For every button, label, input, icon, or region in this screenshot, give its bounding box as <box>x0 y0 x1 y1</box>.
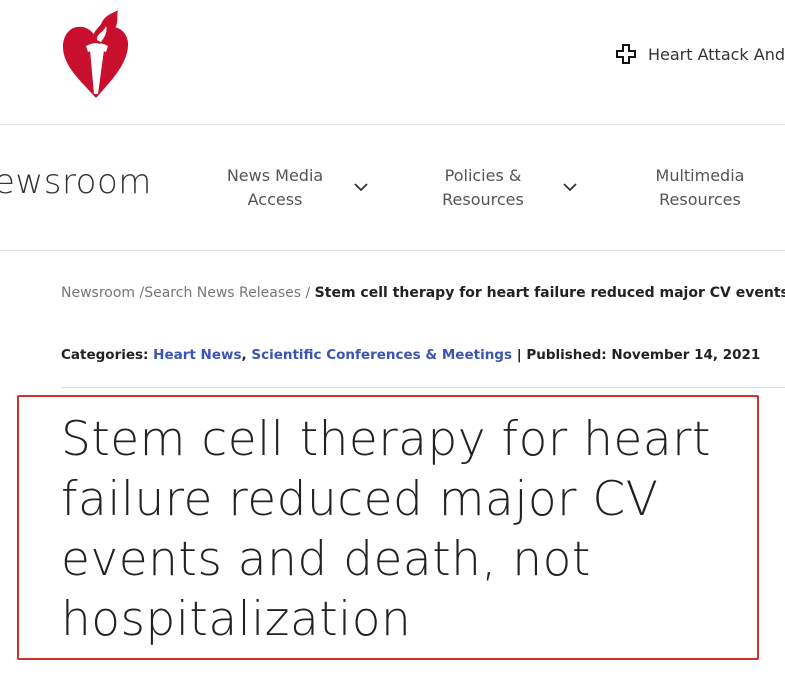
category-heart-news[interactable]: Heart News <box>153 347 242 363</box>
main-nav <box>0 125 785 251</box>
chevron-down-icon[interactable] <box>354 182 368 192</box>
chevron-down-icon[interactable] <box>563 182 577 192</box>
article-title: Stem cell therapy for heart failure redu… <box>61 412 711 647</box>
breadcrumb-separator: / <box>305 285 311 301</box>
plus-outline-icon <box>616 44 636 64</box>
aha-logo[interactable] <box>60 10 132 104</box>
top-bar: Heart Attack And <box>0 0 785 125</box>
divider <box>61 387 785 388</box>
nav-label: Resources <box>442 190 524 209</box>
nav-label: Multimedia <box>655 166 745 185</box>
article-meta: Categories: Heart News, Scientific Confe… <box>61 347 761 363</box>
newsroom-brand[interactable]: ewsroom <box>0 162 152 202</box>
published-label: | Published: <box>516 347 607 363</box>
nav-policies-resources[interactable]: Policies & Resources <box>430 164 536 212</box>
category-scientific-conferences[interactable]: Scientific Conferences & Meetings <box>251 347 513 363</box>
heart-attack-link[interactable]: Heart Attack And <box>616 44 785 64</box>
nav-multimedia-resources[interactable]: Multimedia Resources <box>646 164 754 212</box>
nav-label: Policies & <box>444 166 522 185</box>
published-date: November 14, 2021 <box>611 347 761 363</box>
breadcrumb-newsroom[interactable]: Newsroom <box>61 285 136 301</box>
nav-label: Access <box>247 190 303 209</box>
breadcrumb-current: Stem cell therapy for heart failure redu… <box>314 285 785 301</box>
categories-label: Categories: <box>61 347 149 363</box>
breadcrumb-search-news[interactable]: Search News Releases <box>144 285 302 301</box>
nav-news-media-access[interactable]: News Media Access <box>222 164 328 212</box>
heart-attack-link-label: Heart Attack And <box>648 44 785 64</box>
breadcrumb: Newsroom /Search News Releases / Stem ce… <box>61 285 785 301</box>
nav-label: Resources <box>659 190 741 209</box>
breadcrumb-separator: / <box>139 285 145 301</box>
nav-label: News Media <box>226 166 324 185</box>
highlight-box <box>17 395 759 660</box>
